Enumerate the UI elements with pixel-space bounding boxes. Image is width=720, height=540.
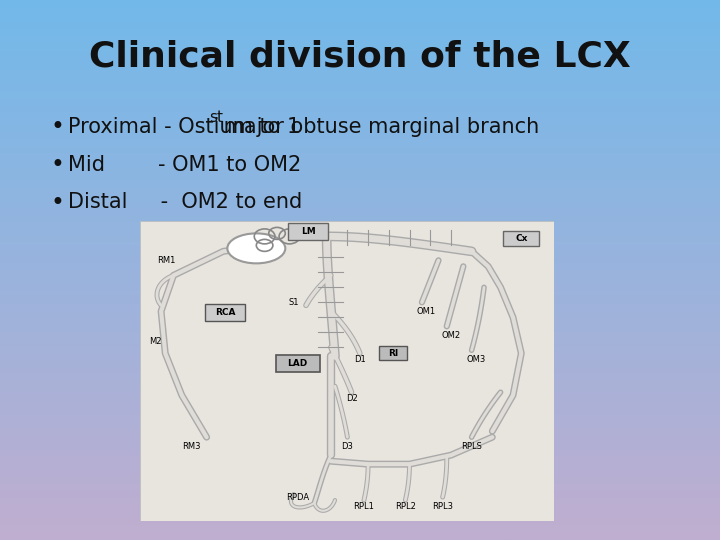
Text: D3: D3	[341, 442, 354, 451]
Text: RI: RI	[388, 349, 398, 358]
FancyBboxPatch shape	[276, 355, 320, 372]
Text: M2: M2	[149, 337, 161, 346]
Text: Distal     -  OM2 to end: Distal - OM2 to end	[68, 192, 302, 213]
Text: RM3: RM3	[181, 442, 200, 451]
Text: Clinical division of the LCX: Clinical division of the LCX	[89, 40, 631, 73]
FancyBboxPatch shape	[503, 231, 539, 246]
Text: RPL3: RPL3	[432, 502, 453, 511]
FancyBboxPatch shape	[205, 305, 245, 321]
Text: LM: LM	[301, 227, 315, 237]
Text: OM1: OM1	[416, 307, 436, 316]
Text: RPL1: RPL1	[354, 502, 374, 511]
Text: Mid        - OM1 to OM2: Mid - OM1 to OM2	[68, 154, 302, 175]
Text: Cx: Cx	[515, 234, 528, 244]
Text: •: •	[50, 191, 64, 214]
Text: RPLS: RPLS	[462, 442, 482, 451]
Text: D2: D2	[346, 394, 357, 403]
Text: st: st	[209, 110, 222, 125]
Text: major obtuse marginal branch: major obtuse marginal branch	[217, 117, 540, 137]
Text: RM1: RM1	[157, 256, 176, 265]
FancyBboxPatch shape	[288, 224, 328, 240]
Text: RCA: RCA	[215, 308, 235, 318]
Text: S1: S1	[288, 298, 299, 307]
Text: D1: D1	[354, 355, 366, 364]
FancyBboxPatch shape	[379, 346, 407, 360]
Text: RPDA: RPDA	[286, 492, 310, 502]
Text: RPL2: RPL2	[395, 502, 415, 511]
Text: •: •	[50, 153, 64, 177]
Text: LAD: LAD	[287, 359, 308, 368]
Text: •: •	[50, 115, 64, 139]
Text: OM2: OM2	[441, 331, 461, 340]
Ellipse shape	[228, 233, 285, 264]
FancyBboxPatch shape	[140, 221, 554, 521]
Text: OM3: OM3	[466, 355, 485, 364]
Text: Proximal - Ostium to 1: Proximal - Ostium to 1	[68, 117, 301, 137]
